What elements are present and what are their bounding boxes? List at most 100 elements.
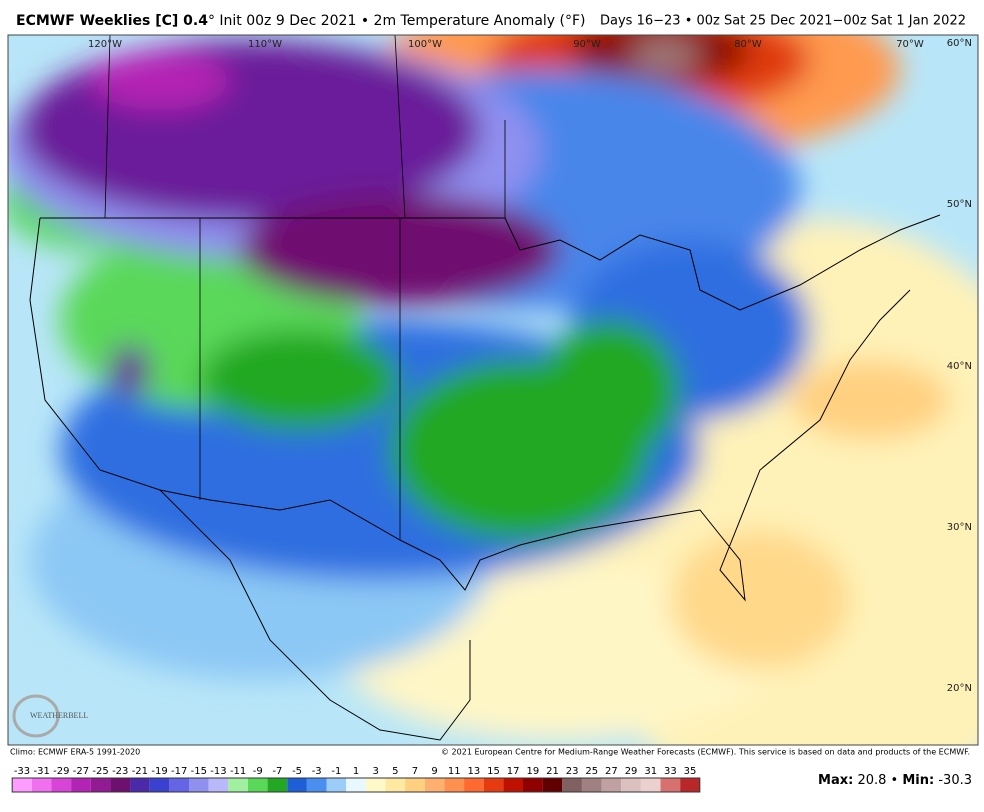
mexico-coast <box>159 489 471 741</box>
legend-swatch <box>306 778 327 792</box>
legend-tick-label: 3 <box>372 766 378 777</box>
legend-swatch <box>621 778 641 792</box>
latitude-label: 60°N <box>947 38 972 49</box>
legend-swatch <box>581 778 602 792</box>
legend-tick-label: 19 <box>526 766 539 777</box>
latitude-label: 30°N <box>947 522 972 533</box>
legend-swatch <box>640 778 661 792</box>
legend-tick-label: 13 <box>468 766 481 777</box>
legend-tick-label: -3 <box>312 766 322 777</box>
longitude-label: 90°W <box>573 39 601 50</box>
legend-tick-label: 11 <box>448 766 461 777</box>
header-title: ECMWF Weeklies [C] 0.4° Init 00z 9 Dec 2… <box>16 13 586 29</box>
legend-tick-label: -21 <box>132 766 148 777</box>
legend-tick-label: 7 <box>412 766 418 777</box>
legend-swatch <box>503 778 523 792</box>
legend-swatch <box>189 778 209 792</box>
legend-tick-label: -7 <box>272 766 282 777</box>
legend-tick-label: 1 <box>353 766 359 777</box>
legend-tick-label: -17 <box>171 766 187 777</box>
legend-tick-label: 35 <box>684 766 697 777</box>
legend-tick-label: 15 <box>487 766 500 777</box>
legend-swatch <box>287 778 307 792</box>
legend-swatch <box>247 778 268 792</box>
legend-swatch <box>12 778 32 792</box>
legend: -33 -31 -29 -27 -25 -23 -21 -19 -17 -15 -13 -11 -9 -7… <box>11 766 701 793</box>
legend-tick-label: 33 <box>664 766 677 777</box>
legend-tick-label: 23 <box>566 766 579 777</box>
legend-tick-label: -1 <box>331 766 341 777</box>
legend-swatch <box>660 778 681 792</box>
legend-swatch <box>464 778 484 792</box>
legend-tick-label: -27 <box>73 766 89 777</box>
legend-swatch <box>483 778 504 792</box>
header-valid: Days 16−23 • 00z Sat 25 Dec 2021−00z Sat… <box>600 14 966 29</box>
legend-swatch <box>169 778 189 792</box>
legend-tick-label: 29 <box>625 766 638 777</box>
us-canada-border <box>40 214 941 311</box>
legend-swatch <box>110 778 131 792</box>
legend-swatch <box>267 778 288 792</box>
latitude-labels: 60°N 50°N 40°N 30°N 20°N <box>947 38 972 694</box>
legend-tick-label: 5 <box>392 766 398 777</box>
legend-tick-label: -19 <box>151 766 167 777</box>
legend-frame <box>11 777 701 793</box>
longitude-label: 70°W <box>896 39 924 50</box>
legend-tick-label: 17 <box>507 766 520 777</box>
latitude-label: 50°N <box>947 199 972 210</box>
legend-tick-label: -9 <box>253 766 263 777</box>
legend-swatch <box>601 778 622 792</box>
legend-tick-label: -15 <box>191 766 207 777</box>
legend-swatch <box>31 778 52 792</box>
legend-tick-label: -29 <box>53 766 69 777</box>
footer-copyright: © 2021 European Centre for Medium-Range … <box>441 748 970 757</box>
legend-swatch <box>130 778 150 792</box>
legend-swatch <box>542 778 563 792</box>
longitude-label: 110°W <box>248 39 282 50</box>
legend-tick-label: -33 <box>14 766 30 777</box>
legend-swatch <box>523 778 543 792</box>
us-coast <box>29 217 911 602</box>
legend-swatch <box>562 778 582 792</box>
legend-swatch <box>90 778 111 792</box>
longitude-label: 80°W <box>734 39 762 50</box>
legend-swatch <box>208 778 229 792</box>
legend-swatch <box>365 778 386 792</box>
borders <box>29 35 941 741</box>
legend-tick-label: 31 <box>644 766 657 777</box>
legend-tick-label: 9 <box>431 766 437 777</box>
legend-swatch <box>424 778 445 792</box>
legend-swatch <box>71 778 91 792</box>
latitude-label: 40°N <box>947 361 972 372</box>
legend-swatch <box>228 778 248 792</box>
legend-swatch <box>326 778 347 792</box>
legend-swatch <box>51 778 72 792</box>
legend-tick-label: -11 <box>230 766 246 777</box>
legend-swatch <box>149 778 170 792</box>
footer-climo: Climo: ECMWF ERA-5 1991-2020 <box>10 748 140 757</box>
logo: WEATHERBELL <box>12 694 88 738</box>
legend-tick-label: -5 <box>292 766 302 777</box>
longitude-labels: 120°W 110°W 100°W 90°W 80°W 70°W <box>88 39 924 50</box>
longitude-label: 120°W <box>88 39 122 50</box>
legend-swatch <box>444 778 465 792</box>
latitude-label: 20°N <box>947 683 972 694</box>
legend-tick-label: 25 <box>585 766 598 777</box>
legend-swatch <box>405 778 425 792</box>
longitude-label: 100°W <box>408 39 442 50</box>
legend-tick-label: -23 <box>112 766 128 777</box>
legend-tick-label: -13 <box>210 766 226 777</box>
legend-swatch <box>680 778 700 792</box>
legend-tick-label: -31 <box>33 766 49 777</box>
legend-swatch <box>346 778 366 792</box>
province-lines <box>104 35 506 540</box>
legend-tick-label: 21 <box>546 766 559 777</box>
map-frame <box>7 34 979 746</box>
legend-swatch <box>385 778 406 792</box>
legend-tick-label: -25 <box>92 766 108 777</box>
legend-tick-label: 27 <box>605 766 618 777</box>
logo-swirl <box>12 694 60 738</box>
